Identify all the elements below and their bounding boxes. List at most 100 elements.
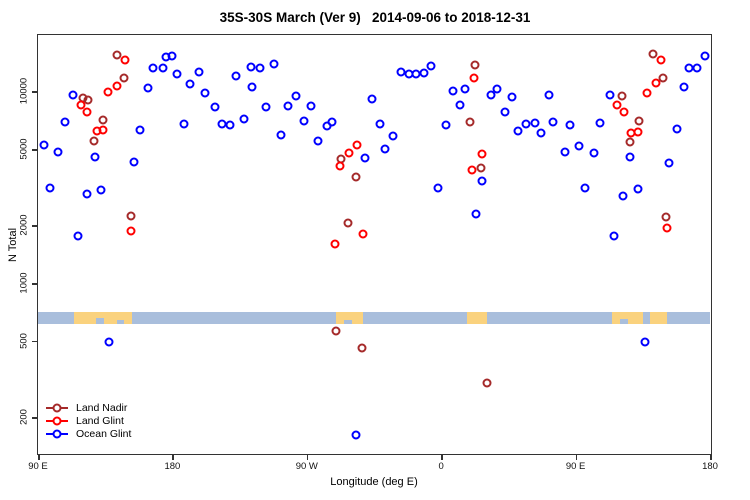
data-point	[331, 326, 341, 336]
data-point	[225, 120, 235, 130]
y-tick	[32, 149, 37, 151]
data-point	[45, 183, 55, 193]
data-point	[73, 231, 83, 241]
data-point	[530, 118, 540, 128]
data-point	[143, 83, 153, 93]
data-point	[565, 120, 575, 130]
data-point	[194, 67, 204, 77]
data-point	[129, 157, 139, 167]
x-tick-label: 90 W	[295, 461, 318, 472]
x-tick	[306, 455, 309, 460]
y-tick-label: 1000	[18, 272, 30, 294]
data-point	[679, 82, 689, 92]
x-tick	[38, 455, 40, 460]
y-tick	[32, 91, 37, 93]
data-point	[112, 81, 122, 91]
data-point	[255, 63, 265, 73]
data-point	[642, 88, 652, 98]
y-tick-label: 10000	[18, 78, 30, 105]
data-point	[536, 128, 546, 138]
data-point	[200, 88, 209, 98]
data-point	[433, 183, 443, 193]
coast-notch	[117, 319, 124, 325]
x-tick-label: 180	[702, 461, 718, 472]
data-point	[661, 212, 671, 222]
data-point	[618, 191, 628, 201]
land-patch	[466, 312, 487, 325]
x-tick	[710, 455, 712, 460]
data-point	[246, 62, 256, 72]
data-point	[358, 229, 368, 239]
data-point	[283, 101, 293, 111]
data-point	[172, 69, 182, 79]
data-point	[589, 148, 599, 158]
data-point	[269, 59, 279, 69]
land-patch	[335, 312, 363, 325]
data-point	[633, 127, 643, 137]
data-point	[651, 78, 661, 88]
legend-marker-circle-icon	[46, 416, 68, 425]
x-tick	[172, 455, 174, 460]
x-axis-title: Longitude (deg E)	[330, 476, 418, 488]
data-point	[448, 86, 458, 96]
data-point	[470, 60, 480, 70]
data-point	[82, 189, 92, 199]
data-point	[662, 223, 672, 233]
data-point	[656, 55, 666, 65]
data-point	[327, 117, 337, 127]
data-point	[612, 100, 622, 110]
data-point	[477, 176, 487, 186]
x-tick-label: 90 E	[565, 461, 586, 472]
data-point	[441, 120, 451, 130]
data-point	[344, 148, 354, 158]
data-point	[98, 115, 108, 125]
data-point	[179, 119, 189, 129]
legend: Land Nadir Land Glint Ocean Glint	[46, 401, 131, 440]
land-patch	[612, 312, 643, 325]
data-point	[700, 51, 710, 60]
x-tick-label: 180	[164, 461, 181, 472]
data-point	[388, 131, 398, 141]
data-point	[158, 63, 168, 73]
data-point	[231, 71, 241, 81]
plot-area: Land Nadir Land Glint Ocean Glint	[37, 34, 712, 455]
data-point	[460, 84, 470, 94]
data-point	[98, 125, 108, 135]
data-point	[90, 152, 100, 162]
data-point	[560, 147, 570, 157]
data-point	[83, 95, 93, 105]
y-tick	[32, 225, 37, 227]
data-point	[352, 140, 362, 150]
data-point	[500, 107, 510, 117]
data-point	[633, 184, 643, 194]
legend-marker-circle-icon	[46, 429, 68, 438]
data-point	[471, 209, 481, 219]
coast-notch	[96, 318, 104, 325]
data-point	[89, 136, 99, 146]
legend-marker-circle-icon	[46, 403, 68, 412]
data-point	[68, 90, 78, 100]
data-point	[299, 116, 309, 126]
data-point	[467, 165, 477, 175]
y-tick-label: 2000	[18, 214, 30, 237]
data-point	[148, 63, 158, 73]
y-tick	[32, 340, 37, 343]
x-tick-label: 0	[438, 461, 444, 472]
data-point	[664, 158, 674, 168]
x-tick	[575, 455, 578, 460]
data-point	[367, 94, 377, 104]
data-point	[120, 55, 130, 65]
coast-notch	[620, 318, 628, 325]
land-patch	[73, 312, 132, 325]
legend-item-land-nadir: Land Nadir	[46, 401, 131, 414]
data-point	[313, 136, 323, 146]
data-point	[261, 102, 271, 112]
data-point	[625, 137, 635, 147]
data-point	[239, 114, 249, 124]
data-point	[544, 90, 554, 100]
data-point	[167, 51, 177, 60]
x-tick	[441, 455, 443, 460]
data-point	[357, 343, 367, 353]
data-point	[672, 124, 682, 134]
